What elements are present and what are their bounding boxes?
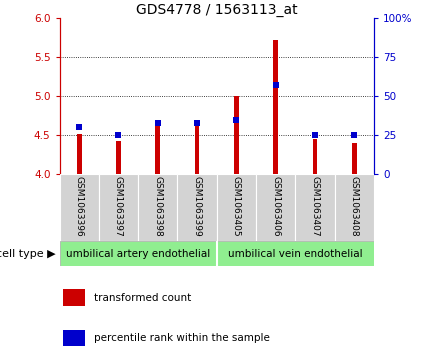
Text: GSM1063408: GSM1063408 [350,176,359,237]
Bar [60,174,99,241]
Text: GSM1063405: GSM1063405 [232,176,241,237]
Bar [195,120,199,174]
Bar [234,96,239,174]
Text: GSM1063396: GSM1063396 [75,176,84,237]
Bar [62,289,85,306]
Text: GSM1063406: GSM1063406 [271,176,280,237]
Text: umbilical artery endothelial: umbilical artery endothelial [66,249,210,259]
Text: cell type ▶: cell type ▶ [0,249,55,259]
Text: GSM1063398: GSM1063398 [153,176,162,237]
Text: GSM1063397: GSM1063397 [114,176,123,237]
Bar [217,241,374,266]
Bar [352,143,357,174]
Text: umbilical vein endothelial: umbilical vein endothelial [228,249,363,259]
Bar [217,174,256,241]
Bar [178,174,217,241]
Bar [295,174,335,241]
Bar [256,174,295,241]
Bar [62,330,85,346]
Bar [77,134,82,174]
Text: percentile rank within the sample: percentile rank within the sample [94,333,270,343]
Text: GSM1063399: GSM1063399 [193,176,201,237]
Bar [335,174,374,241]
Bar [313,139,317,174]
Title: GDS4778 / 1563113_at: GDS4778 / 1563113_at [136,3,298,17]
Bar [99,174,138,241]
Bar [156,120,160,174]
Text: transformed count: transformed count [94,293,191,302]
Bar [116,142,121,174]
Text: GSM1063407: GSM1063407 [311,176,320,237]
Bar [273,40,278,174]
Bar [138,174,178,241]
Bar [60,241,217,266]
